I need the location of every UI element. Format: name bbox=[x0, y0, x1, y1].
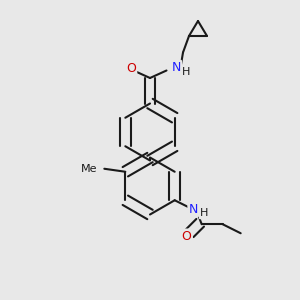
Text: O: O bbox=[126, 62, 136, 76]
Text: H: H bbox=[182, 67, 190, 77]
Text: H: H bbox=[200, 208, 208, 218]
Text: N: N bbox=[171, 61, 181, 74]
Text: N: N bbox=[189, 203, 198, 216]
Text: Me: Me bbox=[81, 164, 98, 174]
Text: O: O bbox=[182, 230, 192, 243]
